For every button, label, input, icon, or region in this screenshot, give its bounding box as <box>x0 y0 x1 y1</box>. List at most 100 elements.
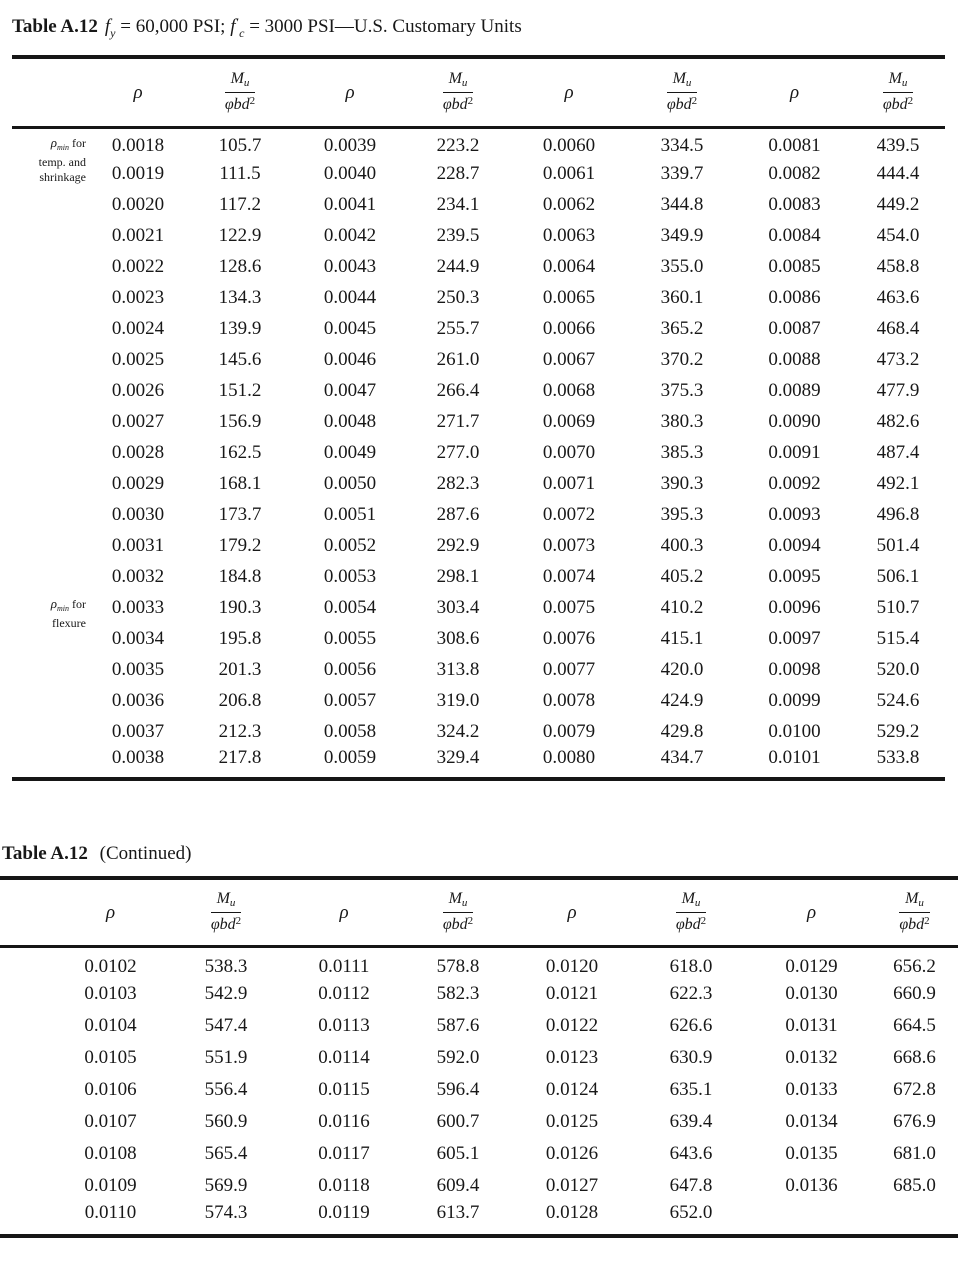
mu-value-cell: 162.5 <box>218 441 262 463</box>
rho-value-cell: 0.0055 <box>323 627 377 649</box>
table-a12-continued-block: Table A.12 (Continued) ρ Mu φbd2 ρ Mu φbd2 ρ Mu… <box>0 841 958 1238</box>
rho-symbol: ρ <box>345 81 355 103</box>
annotation-spacer <box>0 978 55 1010</box>
mu-subscript: u <box>685 77 692 90</box>
annotation-spacer <box>12 406 92 437</box>
rho-value-cell: 0.0039 <box>323 135 377 157</box>
fc-symbol: f <box>230 16 236 37</box>
rho-value-cell: 0.0045 <box>323 317 377 339</box>
mu-value-cell: 496.8 <box>876 503 920 525</box>
mu-value-cell: 542.9 <box>204 983 248 1004</box>
rho-value-cell: 0.0091 <box>768 441 821 463</box>
mu-value-cell: 538.3 <box>204 955 248 977</box>
mu-value-cell: 228.7 <box>436 162 480 184</box>
annotation-column-header <box>12 57 92 129</box>
rho-value-cell: 0.0126 <box>545 1143 599 1164</box>
rho-value-cell: 0.0087 <box>768 317 821 339</box>
rho-value-cell: 0.0105 <box>84 1047 137 1068</box>
rho-value-cell: 0.0131 <box>785 1015 838 1036</box>
rho-value-cell: 0.0078 <box>542 689 596 711</box>
rho-value-cell: 0.0021 <box>111 224 165 246</box>
rho-value-cell: 0.0040 <box>323 162 377 184</box>
mu-value-cell: 111.5 <box>219 162 261 184</box>
rho-value-cell: 0.0118 <box>318 1175 370 1196</box>
table-continued-title: Table A.12 (Continued) <box>2 841 958 867</box>
mu-value-cell: 410.2 <box>660 596 704 618</box>
annotation-line: shrinkage <box>39 169 86 184</box>
mu-value-cell: 139.9 <box>218 317 262 339</box>
rho-value-cell: 0.0086 <box>768 286 821 308</box>
table-row: 0.0103 542.9 0.0112 582.3 0.0121 622.3 0.0130 6… <box>0 978 958 1010</box>
annotation-spacer <box>0 1106 55 1138</box>
table-row: 0.0038 217.8 0.0059 329.4 0.0080 434.7 0.0101 5… <box>12 747 945 779</box>
rho-value-cell: 0.0028 <box>111 441 165 463</box>
rho-symbol: ρ <box>133 81 143 103</box>
annotation-spacer <box>12 499 92 530</box>
col-header-rho: ρ <box>286 878 402 948</box>
fc-prime: ′ <box>236 15 240 29</box>
rho-value-cell: 0.0097 <box>768 627 821 649</box>
rho-min-symbol: ρ <box>50 596 57 611</box>
rho-value-cell: 0.0128 <box>545 1202 599 1223</box>
rho-value-cell: 0.0093 <box>768 503 821 525</box>
col-header-mu-phibd2: Mu φbd2 <box>404 57 512 129</box>
annotation-spacer <box>0 1042 55 1074</box>
mu-symbol: M <box>216 890 230 908</box>
rho-value-cell: 0.0051 <box>323 503 377 525</box>
row-annotation: ρmin for temp. and shrinkage <box>12 127 92 189</box>
annotation-text: for <box>69 135 86 150</box>
rho-value-cell: 0.0083 <box>768 193 821 215</box>
fraction-denominator: φbd2 <box>667 93 697 113</box>
rho-value-cell: 0.0119 <box>318 1202 370 1223</box>
rho-value-cell: 0.0023 <box>111 286 165 308</box>
mu-value-cell: 660.9 <box>893 983 936 1004</box>
rho-value-cell: 0.0110 <box>84 1202 137 1223</box>
mu-value-cell: 547.4 <box>204 1015 248 1036</box>
rho-value-cell: 0.0122 <box>545 1015 599 1036</box>
mu-value-cell: 385.3 <box>660 441 704 463</box>
annotation-spacer <box>12 313 92 344</box>
rho-value-cell: 0.0053 <box>323 565 377 587</box>
col-header-rho: ρ <box>512 57 626 129</box>
mu-value-cell: 400.3 <box>660 534 704 556</box>
mu-value-cell: 223.2 <box>436 135 480 157</box>
rho-value-cell: 0.0088 <box>768 348 821 370</box>
mu-phibd2-fraction: Mu φbd2 <box>224 71 256 113</box>
mu-value-cell: 179.2 <box>218 534 262 556</box>
mu-value-cell: 681.0 <box>893 1143 936 1164</box>
table-row: 0.0032 184.8 0.0053 298.1 0.0074 405.2 0.0095 5… <box>12 561 945 592</box>
fraction-denominator: φbd2 <box>676 913 706 933</box>
rho-min-subscript: min <box>57 604 69 613</box>
mu-value-cell <box>871 1202 958 1236</box>
mu-value-cell: 201.3 <box>218 658 262 680</box>
mu-symbol: M <box>888 70 902 88</box>
mu-value-cell: 592.0 <box>436 1047 480 1068</box>
phibd-symbol: φbd <box>210 916 236 934</box>
squared-exponent: 2 <box>907 95 914 108</box>
col-header-mu-phibd2: Mu φbd2 <box>871 878 958 948</box>
rho-value-cell: 0.0125 <box>545 1111 599 1132</box>
rho-value-cell: 0.0049 <box>323 441 377 463</box>
fraction-numerator: Mu <box>882 70 914 94</box>
table-row: 0.0027 156.9 0.0048 271.7 0.0069 380.3 0.0090 4… <box>12 406 945 437</box>
mu-value-cell: 560.9 <box>204 1111 248 1132</box>
rho-value-cell: 0.0136 <box>785 1175 838 1196</box>
mu-value-cell: 282.3 <box>436 472 480 494</box>
annotation-spacer <box>0 1010 55 1042</box>
fraction-denominator: φbd2 <box>883 93 913 113</box>
table-row: 0.0026 151.2 0.0047 266.4 0.0068 375.3 0.0089 4… <box>12 375 945 406</box>
col-header-mu-phibd2: Mu φbd2 <box>630 878 752 948</box>
squared-exponent: 2 <box>691 95 698 108</box>
annotation-spacer <box>12 561 92 592</box>
rho-value-cell: 0.0024 <box>111 317 165 339</box>
rho-value-cell: 0.0064 <box>542 255 596 277</box>
col-header-mu-phibd2: Mu φbd2 <box>166 878 286 948</box>
mu-value-cell: 492.1 <box>876 472 920 494</box>
rho-value-cell: 0.0046 <box>323 348 377 370</box>
mu-value-cell: 190.3 <box>218 596 262 618</box>
mu-value-cell: 329.4 <box>436 747 480 768</box>
rho-value-cell: 0.0106 <box>84 1079 137 1100</box>
col-header-mu-phibd2: Mu φbd2 <box>184 57 296 129</box>
rho-symbol: ρ <box>789 81 800 103</box>
mu-value-cell: 105.7 <box>218 135 262 157</box>
